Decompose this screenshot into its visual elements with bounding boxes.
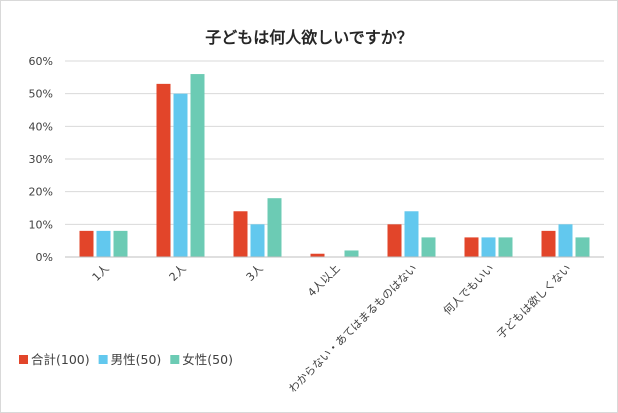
bars — [79, 74, 590, 258]
bar-3-1 — [113, 230, 128, 257]
bar-3-3 — [267, 198, 282, 257]
bar-1-7 — [541, 230, 556, 257]
y-tick-label: 0% — [36, 251, 53, 264]
x-tick-label: 2人 — [167, 262, 189, 284]
bar-3-5 — [421, 237, 436, 257]
y-tick-label: 20% — [29, 186, 53, 199]
bar-1-1 — [79, 230, 94, 257]
gridlines — [65, 60, 604, 225]
legend: 合計(100) 男性(50) 女性(50) — [19, 352, 233, 367]
x-tick-label: 3人 — [244, 262, 266, 284]
bar-3-4 — [344, 250, 359, 257]
bar-2-1 — [96, 230, 111, 257]
y-tick-label: 60% — [29, 55, 53, 68]
legend-swatch — [98, 355, 108, 364]
y-axis-ticks: 0% 10% 20% 30% 40% 50% 60% — [29, 55, 53, 264]
legend-label: 女性(50) — [182, 352, 233, 367]
y-tick-label: 30% — [29, 153, 53, 166]
legend-label: 合計(100) — [31, 352, 90, 367]
bar-1-4 — [310, 253, 325, 257]
bar-3-7 — [575, 237, 590, 257]
bar-2-6 — [481, 237, 496, 257]
x-tick-label: わからない・あてはまるものはない — [286, 262, 419, 395]
bar-1-2 — [156, 83, 171, 257]
bar-3-2 — [190, 74, 205, 257]
bar-1-3 — [233, 211, 248, 257]
y-tick-label: 50% — [29, 88, 53, 101]
bar-2-7 — [558, 224, 573, 257]
x-tick-label: 何人でもいい — [441, 262, 497, 318]
bar-2-3 — [250, 224, 265, 257]
bar-1-5 — [387, 224, 402, 257]
legend-swatch — [19, 355, 28, 364]
bar-1-6 — [464, 237, 479, 257]
y-tick-label: 40% — [29, 120, 53, 133]
bar-2-5 — [404, 211, 419, 257]
x-tick-label: 4人以上 — [305, 262, 342, 299]
x-tick-label: 1人 — [90, 262, 112, 284]
legend-swatch — [170, 355, 180, 364]
bar-3-6 — [498, 237, 513, 257]
bar-2-2 — [173, 93, 188, 258]
legend-label: 男性(50) — [111, 352, 162, 367]
chart-title: 子どもは何人欲しいですか？ — [205, 28, 413, 47]
x-tick-label: 子どもは欲しくない — [494, 261, 574, 341]
y-tick-label: 10% — [29, 218, 53, 231]
